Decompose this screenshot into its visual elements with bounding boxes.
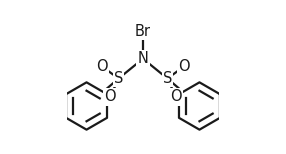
Text: O: O — [170, 89, 182, 104]
Text: O: O — [178, 59, 190, 74]
Text: N: N — [138, 51, 148, 66]
Text: O: O — [104, 89, 116, 104]
Text: S: S — [114, 71, 123, 86]
Text: Br: Br — [135, 24, 151, 39]
Text: O: O — [96, 59, 108, 74]
Text: S: S — [163, 71, 172, 86]
